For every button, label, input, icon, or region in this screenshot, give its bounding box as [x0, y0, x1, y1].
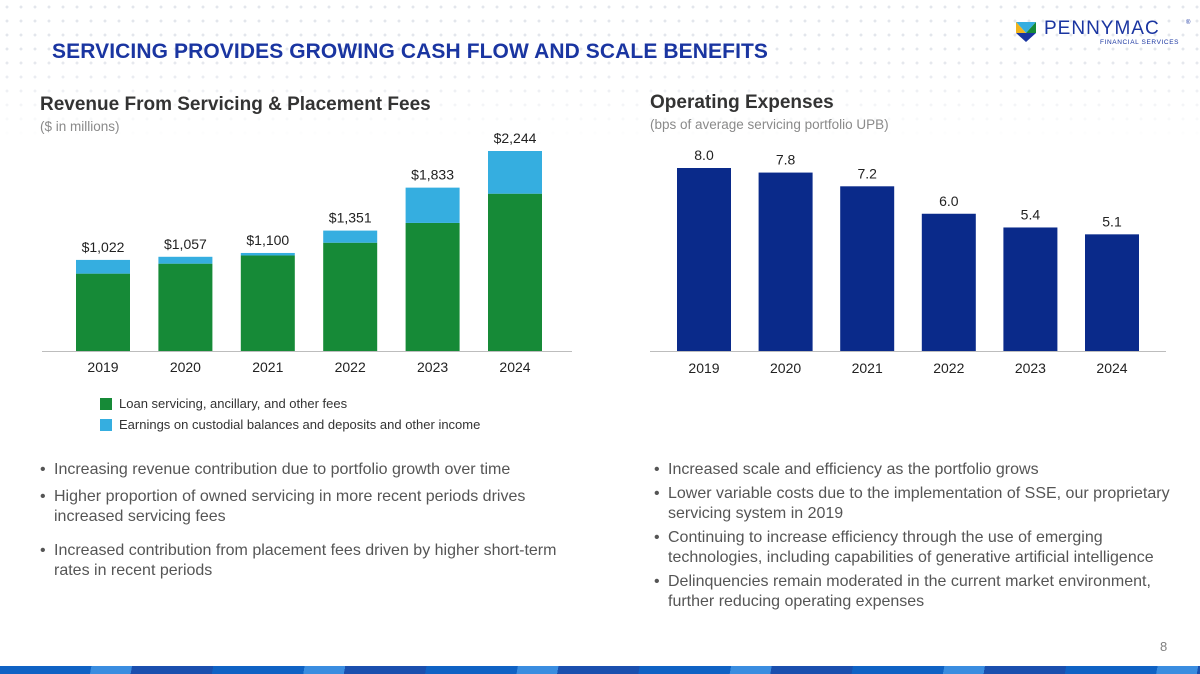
x-tick-label-2019: 2019	[688, 360, 719, 376]
list-item: Increasing revenue contribution due to p…	[38, 460, 588, 480]
x-tick-label-2022: 2022	[933, 360, 964, 376]
data-label-2019: 8.0	[694, 147, 714, 163]
bar-2023-series-2	[405, 187, 460, 223]
bar-2022	[921, 213, 976, 351]
bar-2019	[677, 168, 731, 351]
data-label-total-2020: $1,057	[164, 236, 207, 252]
bar-2020	[758, 172, 813, 351]
bar-2021	[840, 186, 895, 351]
legend-swatch-green	[100, 397, 112, 410]
bar-2020-series-1	[158, 263, 213, 351]
revenue-bullet-list: Increasing revenue contribution due to p…	[38, 460, 588, 581]
logo-wordmark: PENNYMAC	[1044, 18, 1160, 39]
x-tick-label-2024: 2024	[1096, 360, 1127, 376]
bar-2019-series-2	[76, 259, 130, 274]
x-tick-label-2021: 2021	[852, 360, 883, 376]
list-item: Increased scale and efficiency as the po…	[652, 460, 1172, 480]
list-item: Continuing to increase efficiency throug…	[652, 528, 1172, 568]
pennymac-logo: PENNYMAC ® FINANCIAL SERVICES	[1014, 17, 1194, 47]
x-tick-label-2023: 2023	[1015, 360, 1046, 376]
dot-pattern-background	[0, 0, 1200, 140]
logo-trademark: ®	[1186, 20, 1191, 26]
bar-2020-series-2	[158, 256, 213, 264]
data-label-2021: 7.2	[857, 165, 877, 181]
list-item: Lower variable costs due to the implemen…	[652, 484, 1172, 524]
data-label-2022: 6.0	[939, 193, 959, 209]
bar-2019-series-1	[76, 273, 130, 351]
pennymac-logo-icon	[1016, 22, 1036, 42]
list-item: Increased contribution from placement fe…	[38, 541, 588, 581]
x-tick-label-2020: 2020	[770, 360, 801, 376]
revenue-chart-legend: Loan servicing, ancillary, and other fee…	[100, 393, 480, 435]
data-label-total-2023: $1,833	[411, 167, 454, 183]
legend-swatch-light-blue	[100, 418, 112, 431]
bar-2022-series-1	[323, 242, 378, 351]
legend-item-loan-servicing: Loan servicing, ancillary, and other fee…	[100, 393, 480, 414]
bar-2023	[1003, 227, 1058, 351]
legend-label: Earnings on custodial balances and depos…	[119, 417, 481, 432]
x-tick-label-2022: 2022	[335, 359, 366, 375]
opex-bullet-list: Increased scale and efficiency as the po…	[652, 460, 1172, 612]
bar-2021-series-1	[240, 255, 295, 351]
opex-chart-title: Operating Expenses	[650, 92, 834, 113]
bar-2023-series-1	[405, 222, 460, 351]
legend-item-custodial-earnings: Earnings on custodial balances and depos…	[100, 414, 480, 435]
opex-chart-subtitle: (bps of average servicing portfolio UPB)	[650, 117, 889, 132]
legend-label: Loan servicing, ancillary, and other fee…	[119, 396, 348, 411]
data-label-2024: 5.1	[1102, 213, 1122, 229]
bar-2021-series-2	[240, 252, 295, 256]
list-item: Higher proportion of owned servicing in …	[38, 487, 588, 527]
page-title: SERVICING PROVIDES GROWING CASH FLOW AND…	[52, 40, 769, 63]
data-label-2023: 5.4	[1021, 206, 1041, 222]
revenue-chart-title: Revenue From Servicing & Placement Fees	[40, 94, 431, 115]
revenue-chart-subtitle: ($ in millions)	[40, 119, 120, 134]
bar-2022-series-2	[323, 230, 378, 243]
x-tick-label-2024: 2024	[499, 359, 530, 375]
bar-2024-series-2	[488, 151, 542, 194]
bottom-decorative-stripe	[0, 666, 1200, 674]
list-item: Delinquencies remain moderated in the cu…	[652, 572, 1172, 612]
x-tick-label-2019: 2019	[87, 359, 118, 375]
x-tick-label-2021: 2021	[252, 359, 283, 375]
data-label-total-2021: $1,100	[246, 232, 289, 248]
bar-2024-series-1	[488, 193, 542, 351]
data-label-total-2019: $1,022	[82, 239, 125, 255]
x-tick-label-2020: 2020	[170, 359, 201, 375]
data-label-total-2022: $1,351	[329, 210, 372, 226]
bar-2024	[1085, 234, 1139, 351]
data-label-2020: 7.8	[776, 152, 796, 168]
logo-subtitle: FINANCIAL SERVICES	[1100, 39, 1180, 46]
page-number: 8	[1160, 639, 1168, 654]
x-tick-label-2023: 2023	[417, 359, 448, 375]
data-label-total-2024: $2,244	[494, 130, 537, 146]
